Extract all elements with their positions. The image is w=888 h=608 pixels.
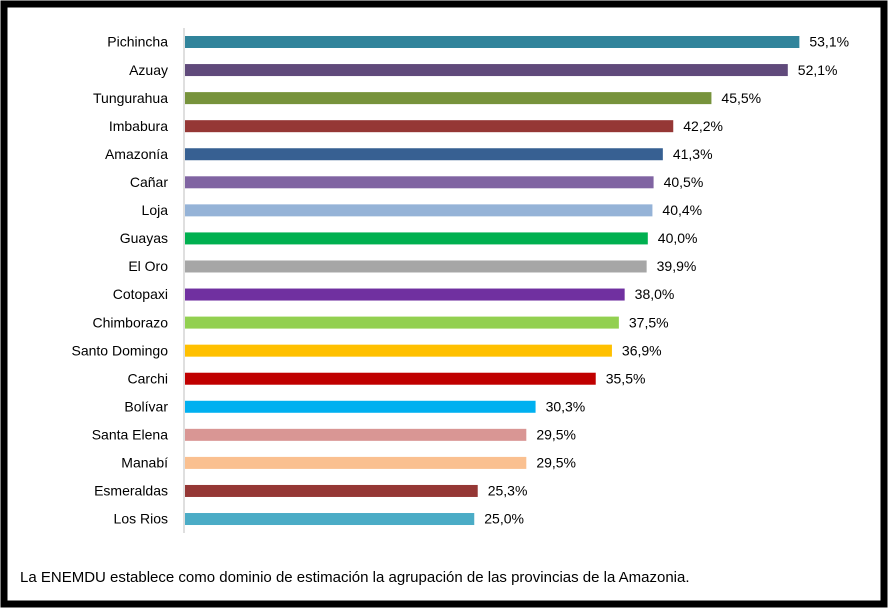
category-label: Cañar bbox=[130, 174, 168, 190]
bar bbox=[185, 428, 527, 441]
bar bbox=[185, 232, 648, 245]
bar bbox=[185, 400, 536, 413]
bar bbox=[185, 176, 654, 189]
value-label: 40,0% bbox=[658, 230, 698, 246]
bar bbox=[185, 64, 788, 77]
value-label: 39,9% bbox=[657, 258, 697, 274]
category-label: Cotopaxi bbox=[113, 286, 168, 302]
category-label: Tungurahua bbox=[93, 90, 168, 106]
value-label: 53,1% bbox=[809, 34, 849, 50]
category-label: Amazonía bbox=[105, 146, 168, 162]
bar bbox=[185, 456, 527, 469]
value-label: 29,5% bbox=[536, 455, 576, 471]
bar bbox=[185, 484, 478, 497]
category-label: Pichincha bbox=[107, 34, 168, 50]
category-label: Imbabura bbox=[109, 118, 168, 134]
category-label: Manabí bbox=[121, 455, 168, 471]
category-label: Santa Elena bbox=[92, 427, 168, 443]
value-label: 41,3% bbox=[673, 146, 713, 162]
value-label: 42,2% bbox=[683, 118, 723, 134]
bar bbox=[185, 260, 647, 273]
value-label: 36,9% bbox=[622, 342, 662, 358]
category-label: Esmeraldas bbox=[94, 483, 168, 499]
bar bbox=[185, 92, 712, 105]
bar bbox=[185, 120, 674, 133]
category-label: Loja bbox=[142, 202, 169, 218]
category-label: El Oro bbox=[128, 258, 168, 274]
value-label: 40,4% bbox=[662, 202, 702, 218]
category-label: Bolívar bbox=[124, 398, 168, 414]
category-label: Chimborazo bbox=[93, 314, 169, 330]
value-label: 38,0% bbox=[635, 286, 675, 302]
value-label: 52,1% bbox=[798, 62, 838, 78]
value-label: 37,5% bbox=[629, 314, 669, 330]
bar bbox=[185, 148, 663, 161]
value-label: 40,5% bbox=[664, 174, 704, 190]
category-label: Los Rios bbox=[114, 511, 168, 527]
bar bbox=[185, 316, 619, 329]
value-label: 45,5% bbox=[721, 90, 761, 106]
bar bbox=[185, 372, 596, 385]
bar bbox=[185, 288, 625, 301]
bar bbox=[185, 513, 475, 526]
value-label: 35,5% bbox=[606, 370, 646, 386]
footnote: La ENEMDU establece como dominio de esti… bbox=[20, 569, 690, 586]
category-label: Santo Domingo bbox=[71, 342, 168, 358]
value-label: 25,0% bbox=[484, 511, 524, 527]
value-label: 29,5% bbox=[536, 427, 576, 443]
bar bbox=[185, 344, 612, 357]
bar bbox=[185, 204, 653, 217]
value-label: 30,3% bbox=[546, 398, 586, 414]
bar bbox=[185, 36, 800, 48]
category-label: Guayas bbox=[120, 230, 168, 246]
category-label: Carchi bbox=[128, 370, 168, 386]
value-label: 25,3% bbox=[488, 483, 528, 499]
category-label: Azuay bbox=[129, 62, 168, 78]
